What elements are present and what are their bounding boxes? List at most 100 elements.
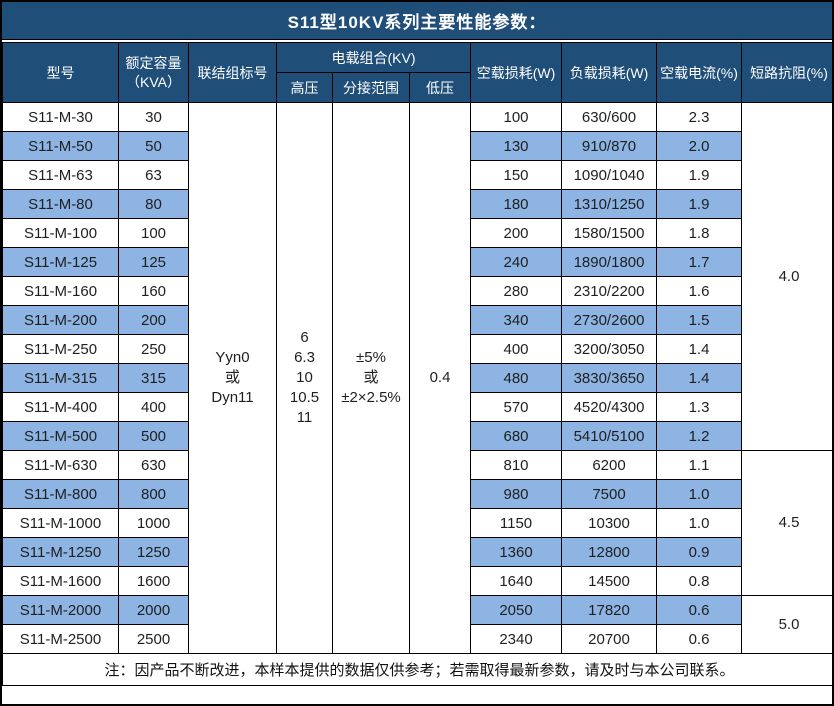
impedance-cell: 4.5: [741, 450, 832, 596]
no-load-current-cell: 0.9: [656, 537, 743, 567]
table-row: S11-M-500 500 680 5410/5100 1.2: [2, 421, 833, 451]
model-cell: S11-M-630: [2, 450, 119, 480]
no-load-current-cell: 1.8: [656, 218, 743, 248]
capacity-cell: 500: [118, 421, 189, 451]
impedance-cell: 4.0: [741, 102, 832, 451]
table-row: S11-M-125 125 240 1890/1800 1.7: [2, 247, 833, 277]
model-cell: S11-M-2500: [2, 624, 119, 654]
load-loss-cell: 1580/1500: [561, 218, 658, 248]
no-load-loss-cell: 240: [470, 247, 563, 277]
capacity-cell: 630: [118, 450, 189, 480]
capacity-cell: 125: [118, 247, 189, 277]
load-loss-cell: 12800: [561, 537, 658, 567]
model-cell: S11-M-500: [2, 421, 119, 451]
page-title: S11型10KV系列主要性能参数：: [2, 2, 832, 40]
no-load-current-cell: 1.0: [656, 479, 743, 509]
load-loss-cell: 2730/2600: [561, 305, 658, 335]
no-load-current-cell: 1.1: [656, 450, 743, 480]
impedance-cell: 5.0: [741, 595, 832, 654]
no-load-loss-cell: 280: [470, 276, 563, 306]
no-load-current-cell: 1.4: [656, 334, 743, 364]
table-row: S11-M-2000 2000 2050 17820 0.6 5.0: [2, 595, 832, 654]
model-cell: S11-M-80: [2, 189, 119, 219]
load-loss-cell: 4520/4300: [561, 392, 658, 422]
load-loss-cell: 14500: [561, 566, 658, 596]
col-header-capacity: 额定容量 （KVA）: [118, 42, 189, 103]
load-loss-cell: 630/600: [561, 102, 658, 132]
capacity-cell: 315: [118, 363, 189, 393]
capacity-cell: 1600: [118, 566, 189, 596]
table-row: S11-M-315 315 480 3830/3650 1.4: [2, 363, 833, 393]
capacity-cell: 2000: [118, 595, 189, 625]
table-row: S11-M-30 30 Yyn0 或 Dyn11 6 6.3 10 10.5 1…: [2, 102, 832, 654]
col-header-model: 型号: [2, 42, 119, 103]
capacity-cell: 80: [118, 189, 189, 219]
connection-group-cell: Yyn0 或 Dyn11: [188, 102, 277, 654]
load-loss-cell: 2310/2200: [561, 276, 658, 306]
no-load-current-cell: 1.9: [656, 189, 743, 219]
no-load-current-cell: 1.6: [656, 276, 743, 306]
no-load-current-cell: 1.4: [656, 363, 743, 393]
table-row: S11-M-160 160 280 2310/2200 1.6: [2, 276, 833, 306]
no-load-loss-cell: 340: [470, 305, 563, 335]
load-loss-cell: 1890/1800: [561, 247, 658, 277]
connection-line: 或: [224, 369, 240, 386]
model-cell: S11-M-2000: [2, 595, 119, 625]
table-row: S11-M-50 50 130 910/870 2.0: [2, 131, 833, 161]
col-header-no-load-loss: 空载损耗(W): [470, 42, 563, 103]
capacity-cell: 160: [118, 276, 189, 306]
load-loss-cell: 5410/5100: [561, 421, 658, 451]
table-row: S11-M-630 630 810 6200 1.1 4.5: [2, 450, 832, 596]
connection-line: Dyn11: [211, 389, 254, 406]
no-load-loss-cell: 480: [470, 363, 563, 393]
capacity-cell: 200: [118, 305, 189, 335]
no-load-loss-cell: 180: [470, 189, 563, 219]
load-loss-cell: 3200/3050: [561, 334, 658, 364]
no-load-loss-cell: 680: [470, 421, 563, 451]
model-cell: S11-M-315: [2, 363, 119, 393]
no-load-current-cell: 2.0: [656, 131, 743, 161]
col-header-voltage-combo: 电载组合(KV): [275, 42, 472, 73]
model-cell: S11-M-63: [2, 160, 119, 190]
model-cell: S11-M-800: [2, 479, 119, 509]
table-row: S11-M-2500 2500 2340 20700 0.6: [2, 624, 833, 654]
table-row: S11-M-400 400 570 4520/4300 1.3: [2, 392, 833, 422]
model-cell: S11-M-1250: [2, 537, 119, 567]
title-divider: [2, 40, 832, 42]
no-load-current-cell: 2.3: [656, 102, 743, 132]
model-cell: S11-M-125: [2, 247, 119, 277]
load-loss-cell: 1310/1250: [561, 189, 658, 219]
model-cell: S11-M-1000: [2, 508, 119, 538]
col-header-connection-group: 联结组标号: [188, 42, 277, 103]
capacity-cell: 1250: [118, 537, 189, 567]
model-cell: S11-M-160: [2, 276, 119, 306]
load-loss-cell: 7500: [561, 479, 658, 509]
lv-voltage-cell: 0.4: [408, 102, 472, 654]
col-header-capacity-line2: （KVA）: [126, 73, 181, 90]
no-load-current-cell: 1.9: [656, 160, 743, 190]
col-header-high-voltage: 高压: [276, 72, 333, 103]
tap-line: 或: [363, 369, 379, 386]
no-load-loss-cell: 2050: [470, 595, 563, 625]
tap-range-cell: ±5% 或 ±2×2.5%: [332, 102, 410, 654]
no-load-current-cell: 1.3: [656, 392, 743, 422]
capacity-cell: 30: [118, 102, 189, 132]
no-load-loss-cell: 150: [470, 160, 563, 190]
no-load-loss-cell: 130: [470, 131, 563, 161]
col-header-load-loss: 负载损耗(W): [561, 42, 658, 103]
table-row: S11-M-250 250 400 3200/3050 1.4: [2, 334, 833, 364]
model-cell: S11-M-1600: [2, 566, 119, 596]
no-load-loss-cell: 570: [470, 392, 563, 422]
col-header-impedance: 短路抗阻(%): [741, 42, 832, 103]
no-load-loss-cell: 1150: [470, 508, 563, 538]
table-row: S11-M-1250 1250 1360 12800 0.9: [2, 537, 833, 567]
load-loss-cell: 3830/3650: [561, 363, 658, 393]
load-loss-cell: 910/870: [561, 131, 658, 161]
hv-line: 10.5: [289, 389, 320, 406]
load-loss-cell: 1090/1040: [561, 160, 658, 190]
model-cell: S11-M-250: [2, 334, 119, 364]
hv-line: 11: [296, 409, 313, 426]
no-load-current-cell: 0.6: [656, 595, 743, 625]
model-cell: S11-M-200: [2, 305, 119, 335]
